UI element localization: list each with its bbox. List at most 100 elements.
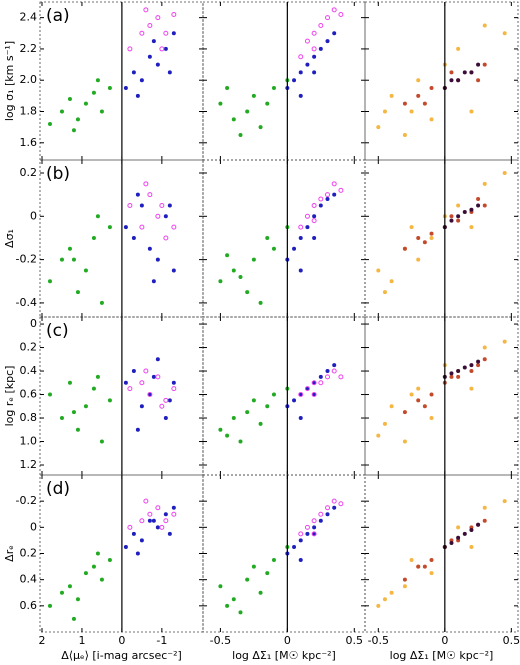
panel-label: (d): [46, 479, 70, 499]
point: [251, 257, 256, 262]
point: [47, 279, 52, 284]
point: [298, 531, 304, 537]
point: [107, 558, 112, 563]
point: [325, 374, 331, 380]
point: [155, 374, 161, 380]
point: [376, 433, 381, 438]
point: [238, 274, 243, 279]
point: [312, 380, 317, 385]
point: [271, 86, 276, 91]
point: [312, 214, 317, 219]
point: [163, 518, 169, 524]
point: [298, 558, 303, 563]
y-tick-label: 0.4: [20, 573, 38, 586]
point: [225, 433, 230, 438]
point: [163, 512, 168, 517]
point: [476, 78, 481, 83]
x-axis-label: log ΔΣ₁ [M☉ kpc⁻²]: [232, 649, 336, 662]
x-tick-label: 1: [78, 634, 85, 647]
point: [67, 380, 72, 385]
point: [312, 54, 317, 59]
point: [311, 380, 317, 386]
point: [449, 218, 454, 223]
point: [107, 225, 112, 230]
panel-frame: [202, 474, 366, 633]
point: [449, 541, 454, 546]
point: [305, 225, 310, 230]
point: [462, 209, 467, 214]
point: [311, 531, 317, 537]
point: [338, 12, 344, 18]
panel-label: (b): [46, 164, 70, 184]
point: [456, 525, 461, 530]
point: [482, 23, 487, 28]
point: [59, 109, 64, 114]
point: [422, 101, 427, 106]
point: [83, 268, 88, 273]
point: [462, 365, 467, 370]
point: [469, 527, 474, 532]
point: [147, 22, 153, 28]
point: [47, 603, 52, 608]
point: [155, 505, 161, 511]
point: [143, 7, 149, 13]
point: [147, 392, 152, 397]
x-tick-label: 0: [441, 634, 448, 647]
y-tick-label: 1.2: [20, 458, 38, 471]
y-tick-label: 0.6: [20, 599, 38, 612]
point: [127, 524, 133, 530]
point: [311, 392, 317, 398]
point: [147, 511, 153, 517]
point: [271, 558, 276, 563]
point: [298, 54, 304, 60]
point: [245, 577, 250, 582]
point: [311, 218, 317, 224]
point: [338, 374, 344, 380]
point: [502, 170, 507, 175]
point: [402, 439, 407, 444]
point: [127, 386, 133, 392]
panel-frame: [202, 159, 366, 318]
point: [171, 224, 177, 230]
panel-frame: [202, 316, 366, 476]
point: [332, 31, 337, 36]
point: [75, 427, 80, 432]
point: [95, 374, 100, 379]
point: [312, 531, 317, 536]
point: [305, 531, 310, 536]
point: [429, 117, 434, 122]
panel-frame: [364, 474, 519, 633]
point: [429, 392, 434, 397]
point: [422, 404, 427, 409]
point: [95, 78, 100, 83]
point: [456, 535, 461, 540]
point: [167, 70, 172, 75]
point: [502, 31, 507, 36]
point: [91, 386, 96, 391]
point: [332, 505, 337, 510]
point: [218, 584, 223, 589]
point: [338, 501, 344, 507]
point: [231, 268, 236, 273]
y-tick-label: 0.2: [20, 166, 38, 179]
point: [151, 279, 156, 284]
point: [167, 203, 172, 208]
point: [305, 386, 310, 391]
point: [311, 202, 317, 208]
point: [131, 70, 136, 75]
point: [331, 7, 337, 13]
point: [258, 125, 263, 130]
point: [99, 439, 104, 444]
point: [325, 369, 330, 374]
point: [482, 357, 487, 362]
point: [151, 39, 156, 44]
point: [462, 70, 467, 75]
x-tick-label: -1: [156, 634, 167, 647]
point: [422, 240, 427, 245]
point: [502, 339, 507, 344]
y-tick-label: 2.4: [20, 11, 38, 24]
point: [171, 380, 176, 385]
point: [382, 290, 387, 295]
point: [147, 246, 152, 251]
point: [143, 368, 149, 374]
